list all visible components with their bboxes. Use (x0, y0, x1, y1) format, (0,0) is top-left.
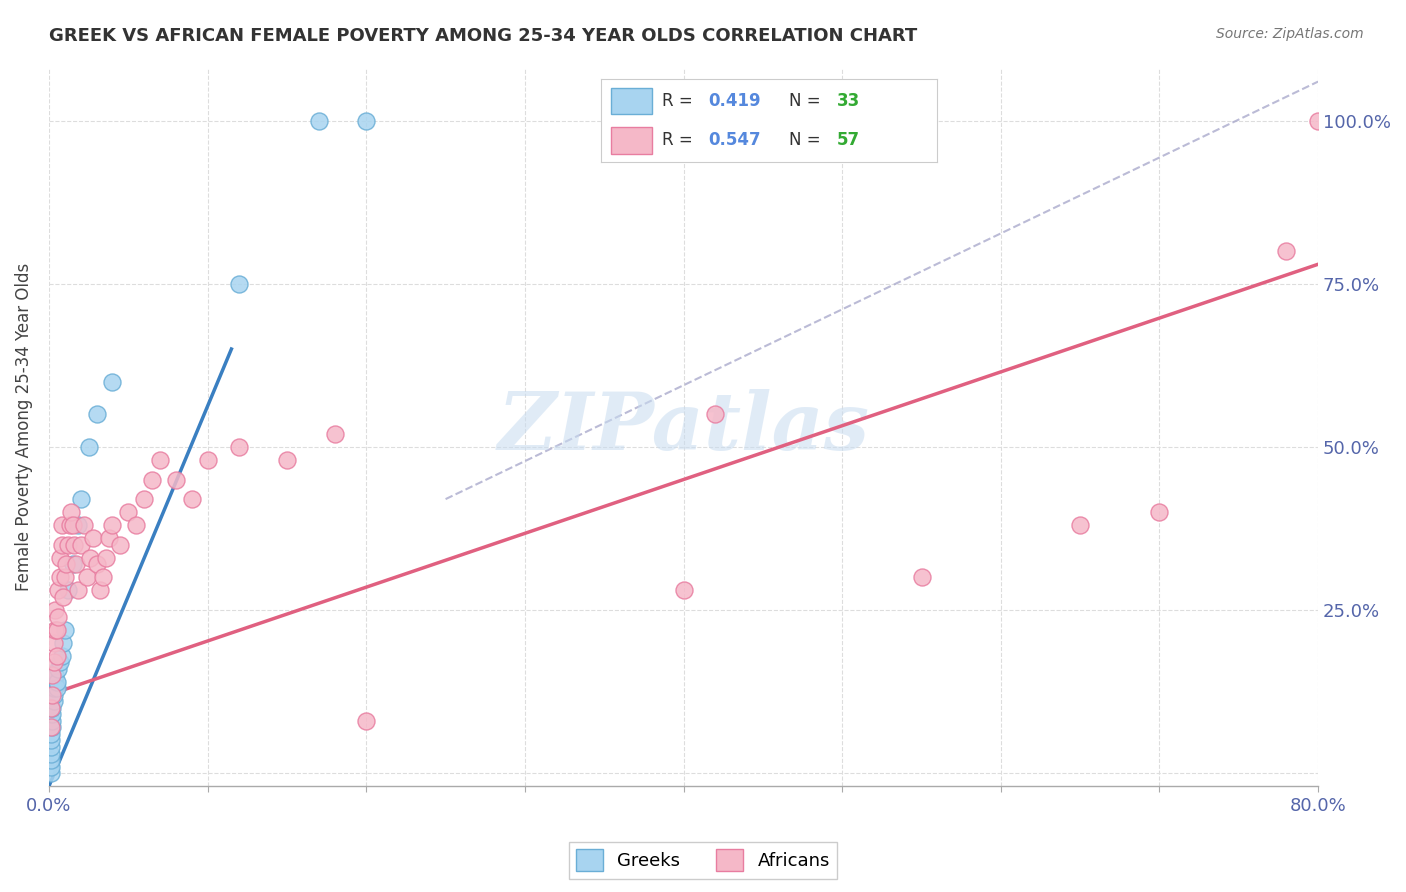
Africans (65, 558, 87, 572)
Africans (1308, 113, 1330, 128)
Greeks (86, 407, 108, 421)
Greeks (308, 113, 330, 128)
Africans (89, 583, 111, 598)
Africans (45, 623, 67, 637)
Africans (44, 603, 66, 617)
Greeks (42, 681, 65, 696)
Africans (101, 518, 124, 533)
Africans (276, 453, 298, 467)
Greeks (41, 707, 63, 722)
Y-axis label: Female Poverty Among 25-34 Year Olds: Female Poverty Among 25-34 Year Olds (15, 263, 32, 591)
Africans (704, 407, 727, 421)
Africans (228, 440, 250, 454)
Greeks (39, 753, 62, 767)
Africans (42, 635, 65, 649)
Africans (356, 714, 378, 728)
Legend: Greeks, Africans: Greeks, Africans (568, 842, 838, 879)
Africans (1275, 244, 1298, 259)
Greeks (39, 747, 62, 761)
Africans (45, 648, 67, 663)
Africans (41, 668, 63, 682)
Greeks (39, 759, 62, 773)
Greeks (49, 655, 72, 669)
Greeks (42, 694, 65, 708)
Africans (1069, 518, 1091, 533)
Africans (51, 518, 73, 533)
Africans (82, 531, 104, 545)
Greeks (39, 727, 62, 741)
Africans (76, 570, 98, 584)
Greeks (41, 714, 63, 728)
Greeks (69, 492, 91, 507)
Africans (49, 570, 72, 584)
Greeks (44, 674, 66, 689)
Africans (42, 655, 65, 669)
Greeks (62, 558, 84, 572)
Africans (60, 505, 83, 519)
Africans (55, 558, 77, 572)
Africans (69, 538, 91, 552)
Africans (73, 518, 96, 533)
Africans (180, 492, 202, 507)
Greeks (39, 766, 62, 780)
Africans (134, 492, 156, 507)
Africans (58, 518, 80, 533)
Africans (39, 721, 62, 735)
Greeks (48, 662, 70, 676)
Africans (79, 550, 101, 565)
Greeks (39, 739, 62, 754)
Africans (63, 538, 86, 552)
Africans (149, 453, 172, 467)
Text: Source: ZipAtlas.com: Source: ZipAtlas.com (1216, 27, 1364, 41)
Africans (1149, 505, 1171, 519)
Africans (49, 550, 72, 565)
Text: GREEK VS AFRICAN FEMALE POVERTY AMONG 25-34 YEAR OLDS CORRELATION CHART: GREEK VS AFRICAN FEMALE POVERTY AMONG 25… (49, 27, 918, 45)
Greeks (45, 681, 67, 696)
Greeks (53, 623, 76, 637)
Africans (48, 609, 70, 624)
Greeks (356, 113, 378, 128)
Africans (39, 701, 62, 715)
Greeks (39, 733, 62, 747)
Africans (51, 538, 73, 552)
Greeks (44, 668, 66, 682)
Text: ZIPatlas: ZIPatlas (498, 389, 870, 467)
Africans (165, 473, 187, 487)
Greeks (52, 635, 75, 649)
Greeks (41, 721, 63, 735)
Africans (117, 505, 139, 519)
Africans (125, 518, 148, 533)
Greeks (42, 688, 65, 702)
Africans (56, 538, 79, 552)
Africans (62, 518, 84, 533)
Greeks (228, 277, 250, 291)
Africans (672, 583, 695, 598)
Greeks (56, 583, 79, 598)
Africans (110, 538, 132, 552)
Greeks (66, 518, 89, 533)
Africans (86, 558, 108, 572)
Africans (52, 590, 75, 604)
Greeks (101, 375, 124, 389)
Greeks (51, 648, 73, 663)
Africans (44, 623, 66, 637)
Africans (910, 570, 932, 584)
Africans (66, 583, 89, 598)
Africans (197, 453, 219, 467)
Africans (98, 531, 121, 545)
Africans (91, 570, 114, 584)
Greeks (77, 440, 100, 454)
Greeks (41, 701, 63, 715)
Greeks (45, 674, 67, 689)
Africans (53, 570, 76, 584)
Africans (48, 583, 70, 598)
Africans (323, 426, 346, 441)
Africans (94, 550, 117, 565)
Africans (141, 473, 163, 487)
Africans (41, 688, 63, 702)
